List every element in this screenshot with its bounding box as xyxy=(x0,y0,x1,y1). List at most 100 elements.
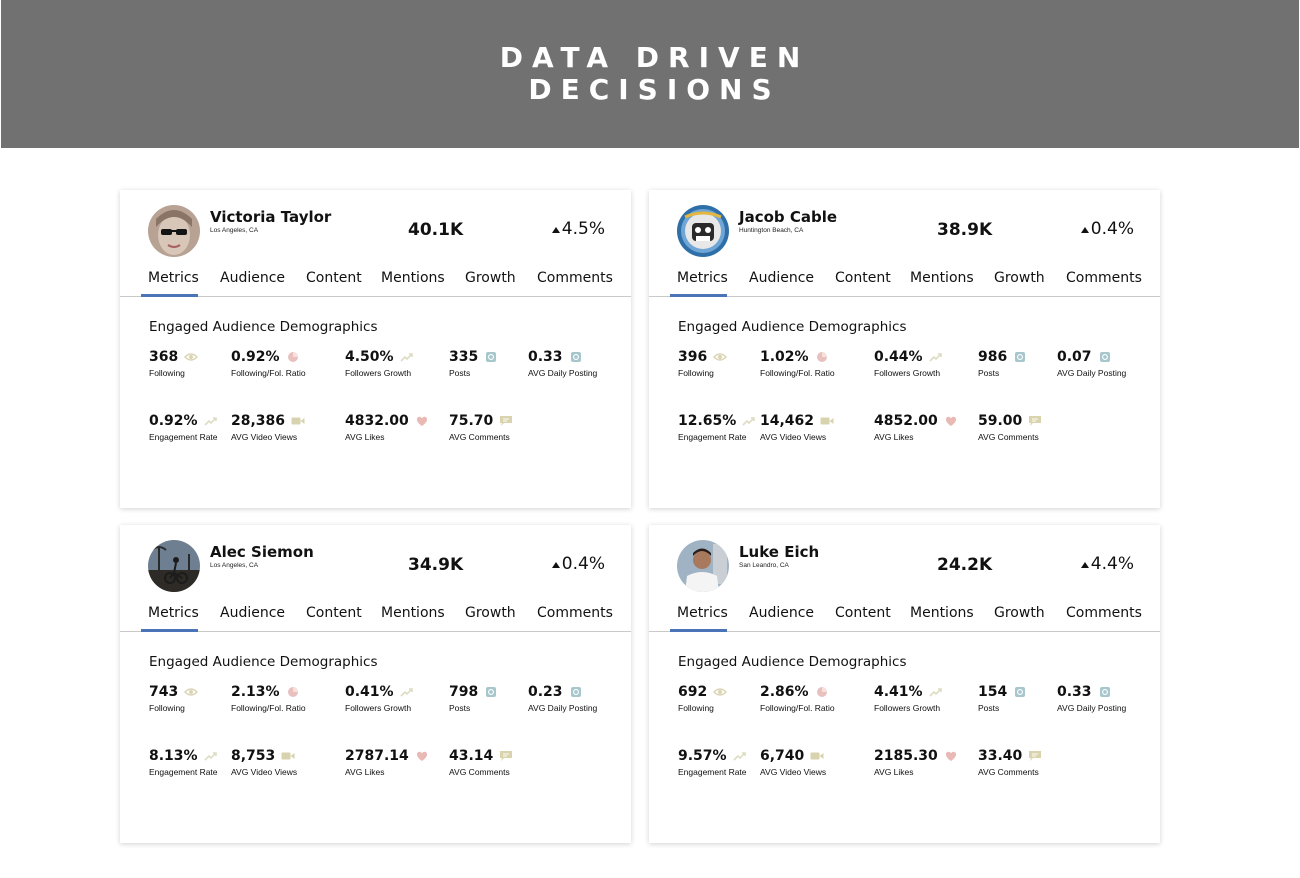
metric-likes: 2787.14 AVG Likes xyxy=(345,747,429,779)
metric-label: AVG Video Views xyxy=(231,767,298,777)
header-banner: DATA DRIVEN DECISIONS xyxy=(1,0,1299,148)
comment-icon xyxy=(1028,415,1042,427)
avatar[interactable] xyxy=(148,205,200,257)
instagram-icon xyxy=(569,686,583,698)
metric-value: 4832.00 xyxy=(345,413,409,429)
tab-growth[interactable]: Growth xyxy=(465,270,516,286)
tab-comments[interactable]: Comments xyxy=(1066,270,1142,286)
metric-comments: 33.40 AVG Comments xyxy=(978,747,1042,779)
instagram-icon xyxy=(1098,686,1112,698)
tab-content[interactable]: Content xyxy=(835,605,891,621)
metric-value-row: 0.44% xyxy=(874,348,943,366)
tab-content[interactable]: Content xyxy=(835,270,891,286)
metric-label: Followers Growth xyxy=(874,368,941,378)
avatar[interactable] xyxy=(148,540,200,592)
metric-label: AVG Comments xyxy=(449,432,510,442)
metric-ratio: 2.86% Following/Fol. Ratio xyxy=(760,683,835,715)
instagram-icon xyxy=(484,351,498,363)
tab-content[interactable]: Content xyxy=(306,605,362,621)
tab-growth[interactable]: Growth xyxy=(994,270,1045,286)
tab-content[interactable]: Content xyxy=(306,270,362,286)
eye-icon xyxy=(713,686,728,698)
profile-name[interactable]: Luke Eich xyxy=(739,543,820,561)
metric-label: Following xyxy=(149,703,185,713)
metric-following: 396 Following xyxy=(678,348,728,380)
tab-metrics[interactable]: Metrics xyxy=(677,270,728,286)
metric-value: 2.86% xyxy=(760,684,809,700)
tab-comments[interactable]: Comments xyxy=(537,270,613,286)
metric-value-row: 4852.00 xyxy=(874,412,958,430)
tab-growth[interactable]: Growth xyxy=(994,605,1045,621)
metric-value: 0.92% xyxy=(231,349,280,365)
metric-value: 0.92% xyxy=(149,413,198,429)
metric-engagement: 8.13% Engagement Rate xyxy=(149,747,218,779)
metric-value-row: 0.07 xyxy=(1057,348,1126,366)
tab-mentions[interactable]: Mentions xyxy=(910,270,974,286)
section-title: Engaged Audience Demographics xyxy=(149,654,378,670)
arrow-up-icon xyxy=(1080,561,1089,568)
profile-name[interactable]: Alec Siemon xyxy=(210,543,314,561)
metric-value-row: 2.86% xyxy=(760,683,835,701)
growth-indicator: 4.5% xyxy=(551,219,605,239)
metric-value-row: 43.14 xyxy=(449,747,513,765)
tab-comments[interactable]: Comments xyxy=(1066,605,1142,621)
metric-label: Followers Growth xyxy=(345,368,412,378)
tab-mentions[interactable]: Mentions xyxy=(381,270,445,286)
metric-value-row: 33.40 xyxy=(978,747,1042,765)
metric-label: Following/Fol. Ratio xyxy=(231,368,306,378)
metric-value-row: 154 xyxy=(978,683,1027,701)
metric-label: AVG Likes xyxy=(874,432,914,442)
tab-audience[interactable]: Audience xyxy=(749,270,815,286)
growth-value: 4.4% xyxy=(1090,554,1134,574)
section-title: Engaged Audience Demographics xyxy=(678,654,907,670)
pie-chart-icon xyxy=(286,351,300,363)
growth-value: 0.4% xyxy=(1090,219,1134,239)
tab-audience[interactable]: Audience xyxy=(220,270,286,286)
arrow-up-icon xyxy=(551,226,560,233)
metric-followers-growth: 0.41% Followers Growth xyxy=(345,683,414,715)
metric-label: AVG Comments xyxy=(449,767,510,777)
metric-label: Following xyxy=(149,368,185,378)
metric-likes: 4852.00 AVG Likes xyxy=(874,412,958,444)
profile-name[interactable]: Jacob Cable xyxy=(739,208,838,226)
tab-metrics[interactable]: Metrics xyxy=(148,270,199,286)
heart-icon xyxy=(415,415,429,427)
avatar[interactable] xyxy=(677,540,729,592)
tab-comments[interactable]: Comments xyxy=(537,605,613,621)
avatar[interactable] xyxy=(677,205,729,257)
metric-value: 0.07 xyxy=(1057,349,1092,365)
growth-indicator: 4.4% xyxy=(1080,554,1134,574)
tab-metrics[interactable]: Metrics xyxy=(148,605,199,621)
metric-value-row: 0.41% xyxy=(345,683,414,701)
profile-card: Luke Eich San Leandro, CA 24.2K 4.4% Metrics… xyxy=(649,525,1160,843)
profile-location: Los Angeles, CA xyxy=(210,227,259,234)
tab-mentions[interactable]: Mentions xyxy=(381,605,445,621)
metric-value-row: 9.57% xyxy=(678,747,747,765)
metric-label: Following xyxy=(678,368,714,378)
follower-count: 38.9K xyxy=(937,220,993,240)
metric-value: 4.41% xyxy=(874,684,923,700)
metric-video-views: 6,740 AVG Video Views xyxy=(760,747,826,779)
metric-value: 0.33 xyxy=(528,349,563,365)
profile-name[interactable]: Victoria Taylor xyxy=(210,208,332,226)
tab-mentions[interactable]: Mentions xyxy=(910,605,974,621)
section-title: Engaged Audience Demographics xyxy=(149,319,378,335)
metric-value-row: 4.50% xyxy=(345,348,414,366)
profile-card: Victoria Taylor Los Angeles, CA 40.1K 4.5% M… xyxy=(120,190,631,508)
tab-audience[interactable]: Audience xyxy=(220,605,286,621)
tab-growth[interactable]: Growth xyxy=(465,605,516,621)
metric-label: Posts xyxy=(449,368,471,378)
metric-label: Posts xyxy=(978,703,1000,713)
active-tab-indicator xyxy=(670,629,727,632)
profile-card: Alec Siemon Los Angeles, CA 34.9K 0.4% Metri… xyxy=(120,525,631,843)
metric-value-row: 8,753 xyxy=(231,747,297,765)
tab-metrics[interactable]: Metrics xyxy=(677,605,728,621)
metric-value-row: 798 xyxy=(449,683,498,701)
follower-count: 40.1K xyxy=(408,220,464,240)
trending-up-icon xyxy=(733,750,747,762)
metric-value: 75.70 xyxy=(449,413,494,429)
metric-value-row: 692 xyxy=(678,683,728,701)
metric-value-row: 396 xyxy=(678,348,728,366)
metric-label: AVG Daily Posting xyxy=(1057,703,1127,713)
tab-audience[interactable]: Audience xyxy=(749,605,815,621)
